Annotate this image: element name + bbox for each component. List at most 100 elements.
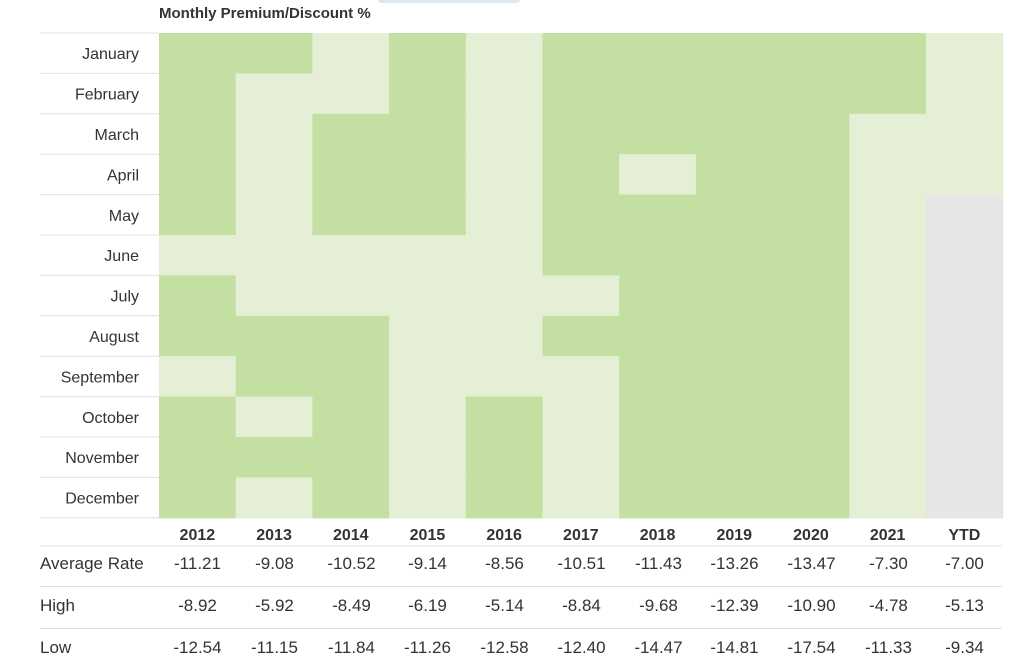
heatmap-cell [926, 437, 1004, 478]
heatmap-cell [619, 113, 697, 155]
heatmap-cell [159, 356, 237, 398]
heatmap-cell [312, 356, 390, 398]
stat-value: -12.40 [557, 638, 606, 657]
month-label: December [65, 491, 139, 508]
heatmap-cell [389, 477, 467, 519]
stat-label: High [40, 596, 75, 615]
heatmap-cell [465, 315, 544, 357]
heatmap-cell [619, 73, 697, 115]
heatmap-cell [849, 235, 927, 276]
heatmap-cell [312, 73, 390, 115]
month-label: August [89, 329, 139, 346]
stat-value: -6.19 [408, 596, 447, 615]
month-label: October [82, 410, 140, 427]
heatmap-cell [312, 275, 390, 317]
heatmap-cell [389, 113, 467, 155]
heatmap-cell [926, 73, 1004, 115]
heatmap-cell [312, 154, 390, 196]
stats-table: Average Rate -11.21 -9.08 -10.52 -9.14 -… [40, 545, 1002, 670]
stat-value: -4.78 [869, 596, 908, 615]
heatmap-cell [619, 235, 697, 276]
heatmap-cell [542, 396, 620, 438]
stat-value: -5.92 [255, 596, 294, 615]
heatmap-cell [542, 154, 620, 196]
heatmap-cell [849, 113, 927, 155]
heatmap-cell [159, 73, 237, 115]
heatmap-cell [542, 356, 620, 398]
heatmap-cell [542, 33, 620, 74]
stat-value: -9.08 [255, 554, 294, 573]
heatmap-cell [926, 275, 1004, 317]
heatmap-cell [619, 154, 697, 196]
heatmap-cell [849, 315, 927, 357]
heatmap-cell [619, 33, 697, 74]
month-label: January [82, 46, 139, 63]
heatmap-cell [695, 235, 774, 276]
heatmap-cell [235, 477, 313, 519]
heatmap-cell [159, 437, 237, 478]
heatmap-cell [159, 235, 237, 276]
heatmap-cell [235, 437, 313, 478]
heatmap-cell [235, 275, 313, 317]
chart-title: Monthly Premium/Discount % [159, 5, 371, 22]
stat-value: -11.33 [865, 638, 912, 657]
stat-value: -8.92 [178, 596, 217, 615]
heatmap-cell [465, 194, 544, 236]
heatmap-cell [772, 356, 850, 398]
heatmap-cell [465, 356, 544, 398]
heatmap-cell [772, 477, 850, 519]
stat-value: -11.43 [635, 554, 682, 573]
heatmap-cell [389, 154, 467, 196]
heatmap-cell [312, 33, 390, 74]
stat-value: -9.14 [408, 554, 447, 573]
stat-value: -5.13 [945, 596, 984, 615]
heatmap-cell [926, 113, 1004, 155]
heatmap-cell [159, 315, 237, 357]
heatmap-cell [312, 437, 390, 478]
heatmap-cell [926, 33, 1004, 74]
heatmap-cell [465, 113, 544, 155]
heatmap-cell [465, 275, 544, 317]
stat-value: -12.54 [173, 638, 222, 657]
stat-value: -11.84 [328, 638, 375, 657]
heatmap-cell [542, 477, 620, 519]
year-label: 2016 [486, 527, 522, 544]
heatmap-cell [465, 154, 544, 196]
heatmap-cell [465, 235, 544, 276]
stat-value: -8.49 [332, 596, 371, 615]
top-tab-indicator [378, 0, 520, 3]
heatmap-cell [542, 113, 620, 155]
heatmap-cell [542, 437, 620, 478]
year-label: 2020 [793, 527, 829, 544]
heatmap-cell [849, 396, 927, 438]
year-label: 2017 [563, 527, 599, 544]
heatmap-cell [159, 396, 237, 438]
heatmap-cell [389, 275, 467, 317]
heatmap-cell [465, 396, 544, 438]
stat-value: -7.00 [945, 554, 984, 573]
year-label: 2013 [256, 527, 292, 544]
heatmap-cell [542, 235, 620, 276]
heatmap-cell [926, 154, 1004, 196]
stat-value: -10.52 [327, 554, 376, 573]
stat-value: -11.26 [404, 638, 451, 657]
heatmap-cell [695, 33, 774, 74]
year-label: 2012 [180, 527, 216, 544]
heatmap-cell [542, 275, 620, 317]
heatmap-cell [235, 396, 313, 438]
heatmap-cell [772, 194, 850, 236]
heatmap-cell [159, 477, 237, 519]
heatmap-cell [695, 73, 774, 115]
heatmap-cell [772, 154, 850, 196]
month-label: November [65, 450, 139, 467]
heatmap-cell [695, 275, 774, 317]
heatmap-cell [695, 356, 774, 398]
heatmap-cell [849, 154, 927, 196]
heatmap-cell [235, 194, 313, 236]
heatmap-cell [619, 437, 697, 478]
heatmap-cell [619, 356, 697, 398]
stat-row-average: Average Rate -11.21 -9.08 -10.52 -9.14 -… [40, 545, 1002, 587]
year-label: YTD [948, 527, 980, 544]
stat-value: -17.54 [787, 638, 836, 657]
heatmap-cell [695, 437, 774, 478]
